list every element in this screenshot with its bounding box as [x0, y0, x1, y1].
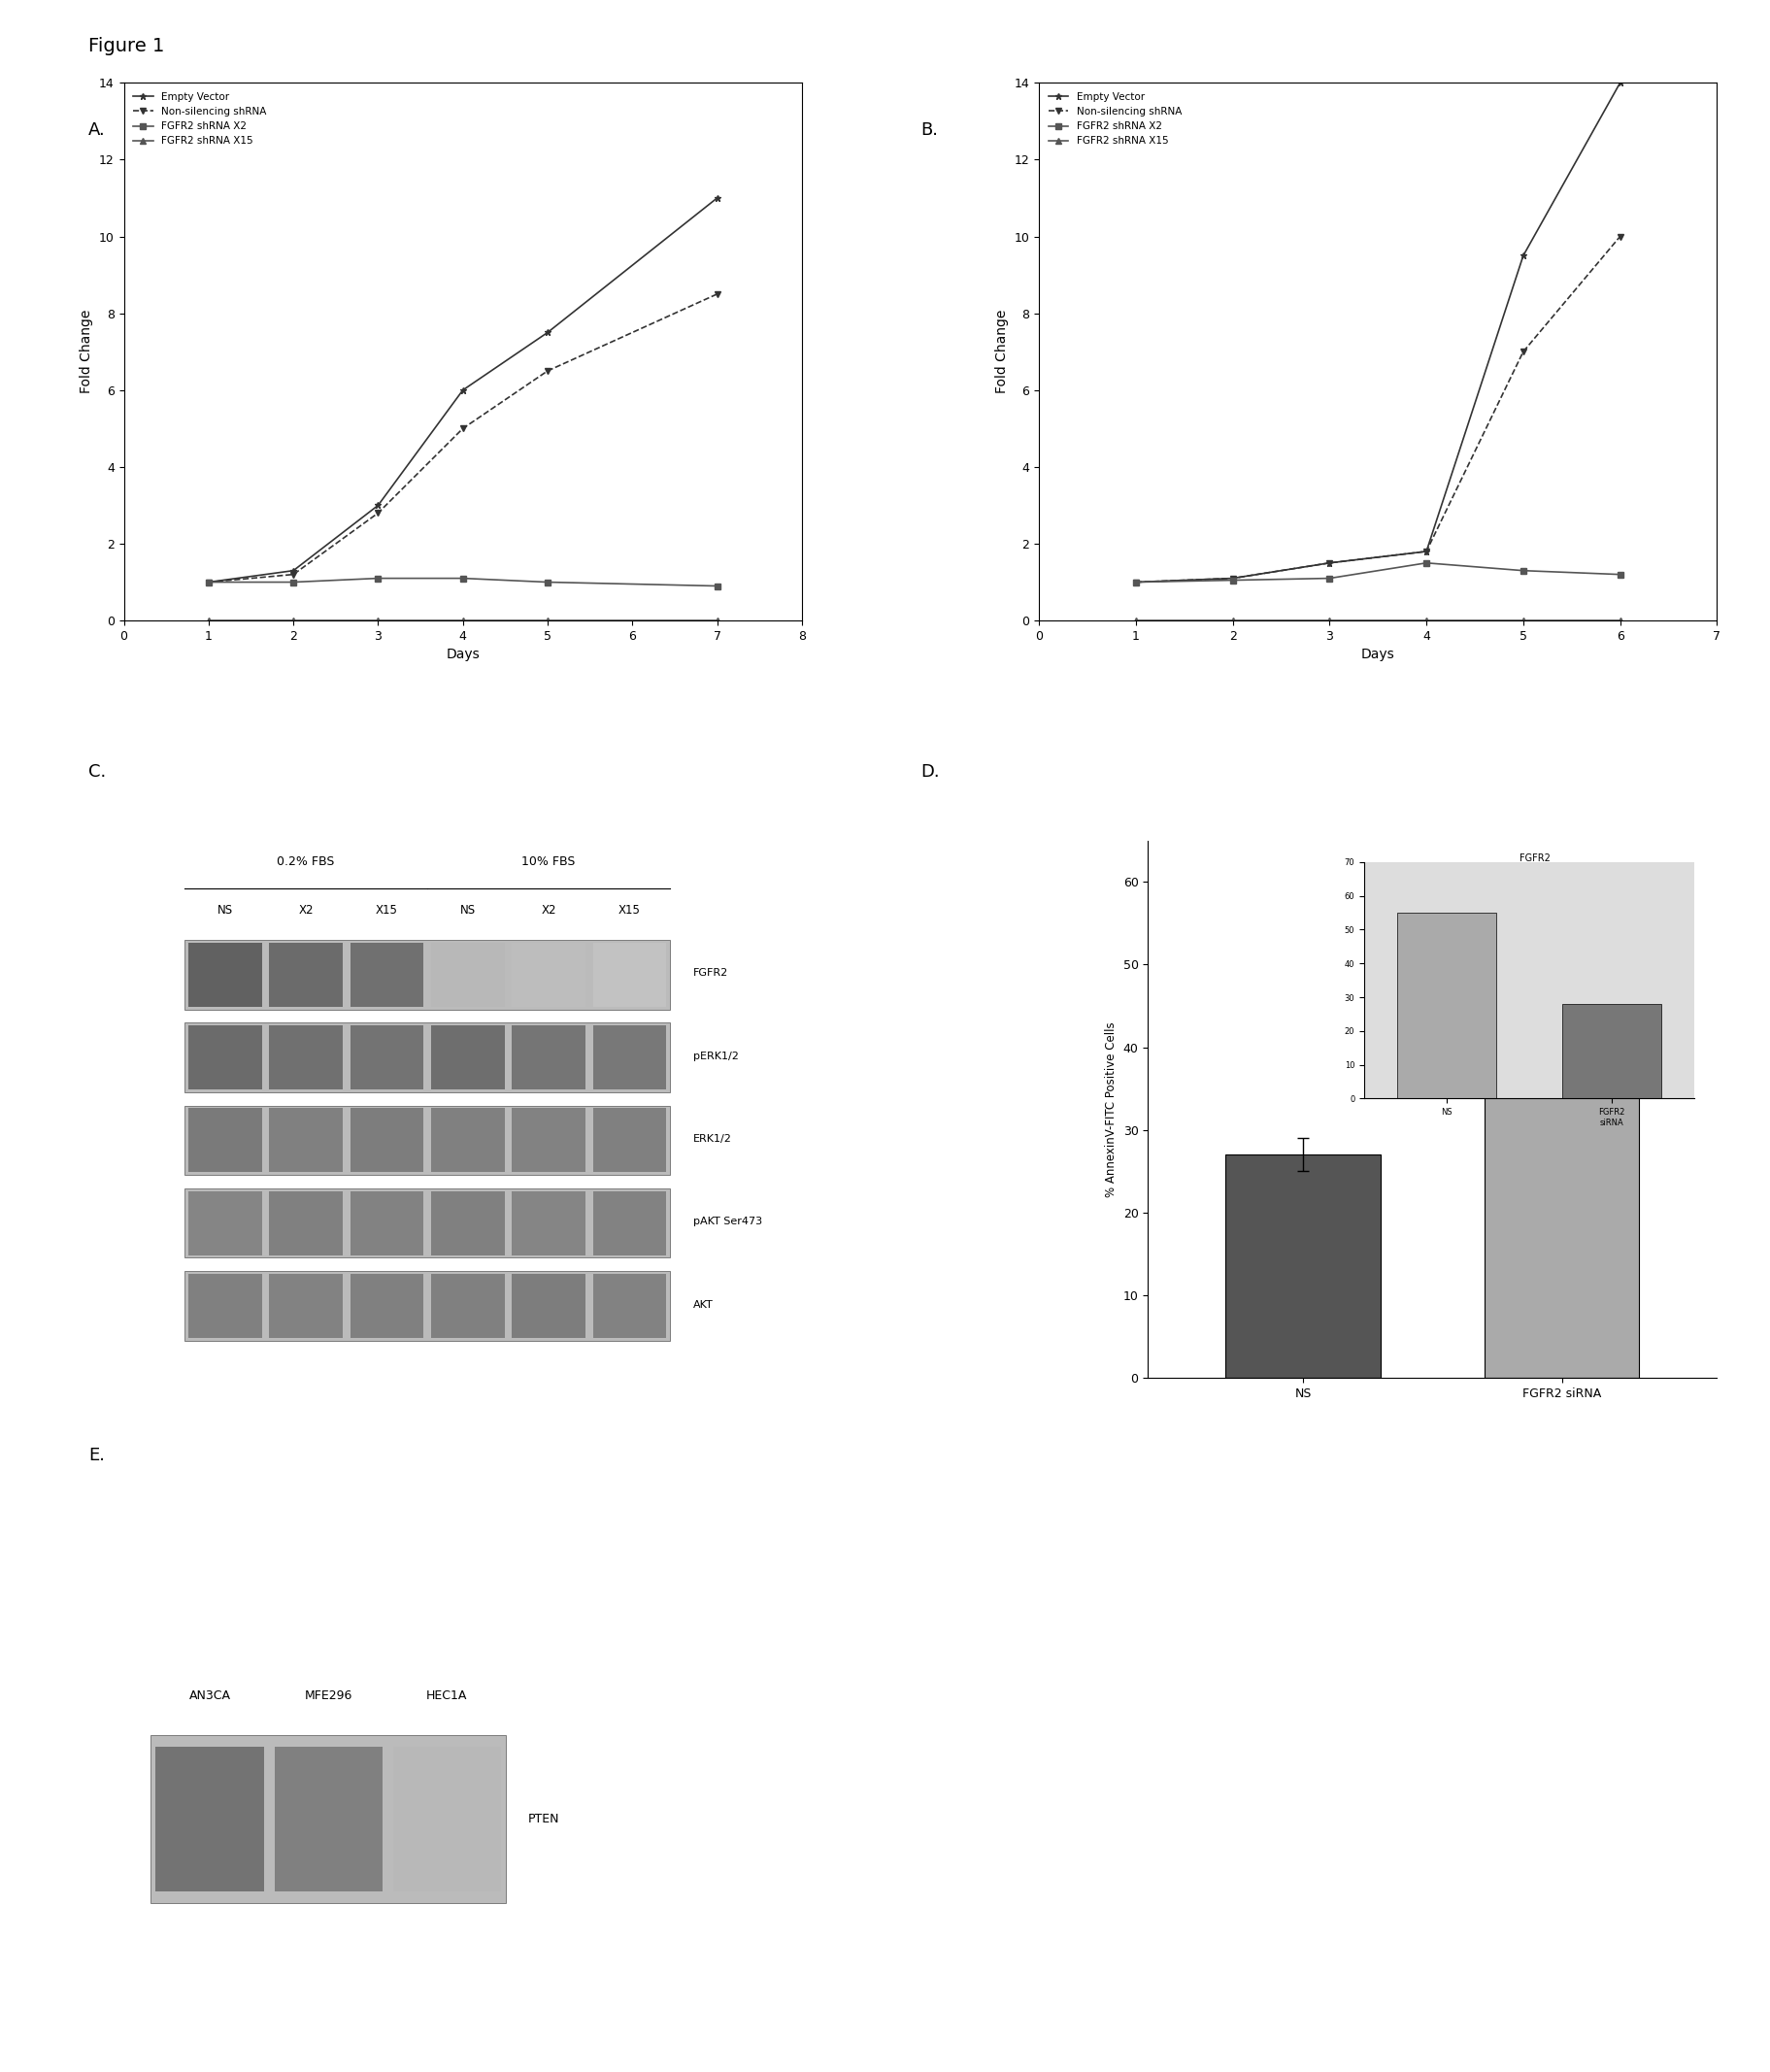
Bar [1485, 997, 1639, 1378]
Bar [350, 1274, 423, 1339]
Bar [350, 1191, 423, 1256]
Text: X15: X15 [375, 903, 398, 916]
Bar [350, 943, 423, 1007]
Text: D.: D. [920, 762, 940, 781]
Bar [432, 1026, 504, 1090]
Text: AN3CA: AN3CA [189, 1689, 230, 1703]
Text: pERK1/2: pERK1/2 [692, 1051, 738, 1061]
Bar [593, 1274, 666, 1339]
Y-axis label: Fold Change: Fold Change [995, 311, 1009, 394]
Text: NS: NS [218, 903, 234, 916]
Text: X15: X15 [618, 903, 641, 916]
Bar [269, 1026, 343, 1090]
Bar [188, 1026, 262, 1090]
Text: X2: X2 [542, 903, 556, 916]
Text: PTEN: PTEN [527, 1813, 559, 1825]
Bar [593, 1109, 666, 1173]
Text: FGFR2: FGFR2 [692, 968, 727, 978]
Text: MFE296: MFE296 [304, 1689, 352, 1703]
Bar [593, 1026, 666, 1090]
Text: NS: NS [460, 903, 476, 916]
Bar [1225, 1154, 1381, 1378]
Text: B.: B. [920, 120, 938, 139]
Bar [184, 1189, 671, 1258]
Text: C.: C. [88, 762, 106, 781]
Bar [274, 1747, 382, 1892]
Text: Figure 1: Figure 1 [88, 37, 165, 56]
Bar [269, 1191, 343, 1256]
Bar [150, 1734, 506, 1902]
Bar [156, 1747, 264, 1892]
Text: E.: E. [88, 1446, 104, 1465]
Bar [512, 1191, 586, 1256]
Bar [512, 1274, 586, 1339]
Bar [512, 943, 586, 1007]
Text: A.: A. [88, 120, 106, 139]
Text: 10% FBS: 10% FBS [522, 856, 575, 868]
Bar [184, 1106, 671, 1175]
X-axis label: Days: Days [1361, 649, 1395, 661]
Bar [393, 1747, 501, 1892]
Legend: Empty Vector, Non-silencing shRNA, FGFR2 shRNA X2, FGFR2 shRNA X15: Empty Vector, Non-silencing shRNA, FGFR2… [1044, 87, 1186, 149]
Bar [188, 1191, 262, 1256]
Bar [269, 1274, 343, 1339]
Bar [184, 1270, 671, 1341]
Bar [269, 1109, 343, 1173]
Text: X2: X2 [299, 903, 313, 916]
Bar [593, 943, 666, 1007]
X-axis label: Days: Days [446, 649, 480, 661]
Bar [432, 1274, 504, 1339]
Bar [188, 1274, 262, 1339]
Text: FGFR2
siRNA: FGFR2 siRNA [1519, 854, 1551, 874]
Text: pAKT Ser473: pAKT Ser473 [692, 1216, 761, 1227]
Bar [269, 943, 343, 1007]
Text: HEC1A: HEC1A [427, 1689, 467, 1703]
Bar [188, 943, 262, 1007]
Y-axis label: Fold Change: Fold Change [80, 311, 94, 394]
Bar [184, 1024, 671, 1092]
Bar [512, 1026, 586, 1090]
Bar [350, 1109, 423, 1173]
Legend: Empty Vector, Non-silencing shRNA, FGFR2 shRNA X2, FGFR2 shRNA X15: Empty Vector, Non-silencing shRNA, FGFR2… [129, 87, 271, 149]
Bar [188, 1109, 262, 1173]
Text: ERK1/2: ERK1/2 [692, 1133, 731, 1144]
Bar [432, 1109, 504, 1173]
Bar [432, 1191, 504, 1256]
Text: AKT: AKT [692, 1299, 713, 1310]
Bar [512, 1109, 586, 1173]
Bar [432, 943, 504, 1007]
Text: 0.2% FBS: 0.2% FBS [278, 856, 335, 868]
Bar [593, 1191, 666, 1256]
Bar [350, 1026, 423, 1090]
Y-axis label: % AnnexinV-FITC Positive Cells: % AnnexinV-FITC Positive Cells [1104, 1021, 1117, 1198]
Bar [184, 941, 671, 1009]
